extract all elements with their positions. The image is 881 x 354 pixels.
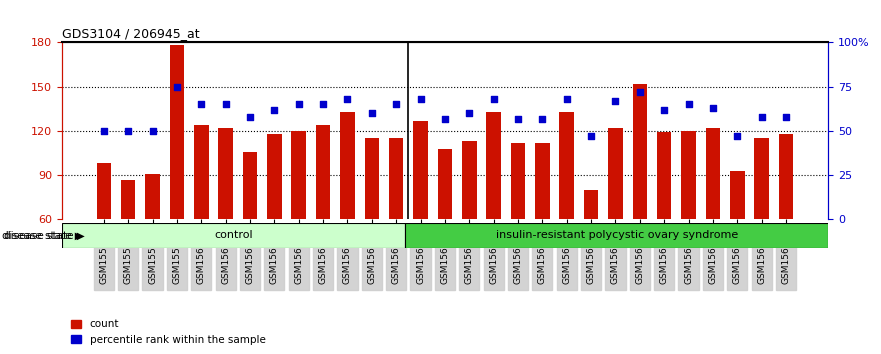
Bar <box>681 131 696 219</box>
Point <box>706 105 720 111</box>
Point <box>292 102 306 107</box>
Point <box>121 128 135 134</box>
Text: control: control <box>214 230 253 240</box>
Point <box>486 96 500 102</box>
FancyBboxPatch shape <box>62 223 405 248</box>
Bar <box>218 128 233 219</box>
Point <box>316 102 330 107</box>
Bar <box>194 125 209 219</box>
Bar <box>170 45 184 219</box>
Bar <box>315 125 330 219</box>
Bar <box>242 152 257 219</box>
Bar <box>779 134 793 219</box>
Bar <box>121 180 136 219</box>
Bar <box>486 112 501 219</box>
Bar <box>365 138 379 219</box>
Point <box>243 114 257 120</box>
Point <box>145 128 159 134</box>
Text: GDS3104 / 206945_at: GDS3104 / 206945_at <box>62 27 199 40</box>
Point <box>194 102 208 107</box>
Point <box>559 96 574 102</box>
Bar <box>413 121 428 219</box>
Bar <box>730 171 744 219</box>
Point <box>340 96 354 102</box>
Bar <box>584 190 598 219</box>
Text: insulin-resistant polycystic ovary syndrome: insulin-resistant polycystic ovary syndr… <box>496 230 737 240</box>
Point <box>682 102 696 107</box>
Point <box>389 102 403 107</box>
Point <box>463 110 477 116</box>
Point <box>170 84 184 90</box>
Bar <box>657 132 671 219</box>
Point <box>657 107 671 113</box>
Point <box>633 89 647 95</box>
Point <box>730 133 744 139</box>
Bar <box>340 112 355 219</box>
Bar <box>438 149 452 219</box>
Bar <box>559 112 574 219</box>
Point <box>438 116 452 121</box>
Bar <box>267 134 282 219</box>
Point <box>609 98 623 104</box>
Point <box>536 116 550 121</box>
Point <box>267 107 281 113</box>
Point <box>218 102 233 107</box>
Bar <box>145 174 159 219</box>
Bar <box>633 84 648 219</box>
Bar <box>608 128 623 219</box>
Bar <box>97 164 111 219</box>
FancyBboxPatch shape <box>405 223 828 248</box>
Point <box>97 128 111 134</box>
Bar <box>511 143 525 219</box>
Legend: count, percentile rank within the sample: count, percentile rank within the sample <box>67 315 270 349</box>
Point <box>365 110 379 116</box>
Point <box>779 114 793 120</box>
Bar <box>754 138 769 219</box>
Bar <box>706 128 720 219</box>
Point <box>755 114 769 120</box>
Bar <box>535 143 550 219</box>
Point <box>584 133 598 139</box>
Bar <box>292 131 306 219</box>
Text: disease state ▶: disease state ▶ <box>2 230 83 240</box>
Point <box>413 96 427 102</box>
Bar <box>389 138 403 219</box>
Bar <box>462 141 477 219</box>
Point <box>511 116 525 121</box>
Text: disease state ▶: disease state ▶ <box>4 230 85 240</box>
